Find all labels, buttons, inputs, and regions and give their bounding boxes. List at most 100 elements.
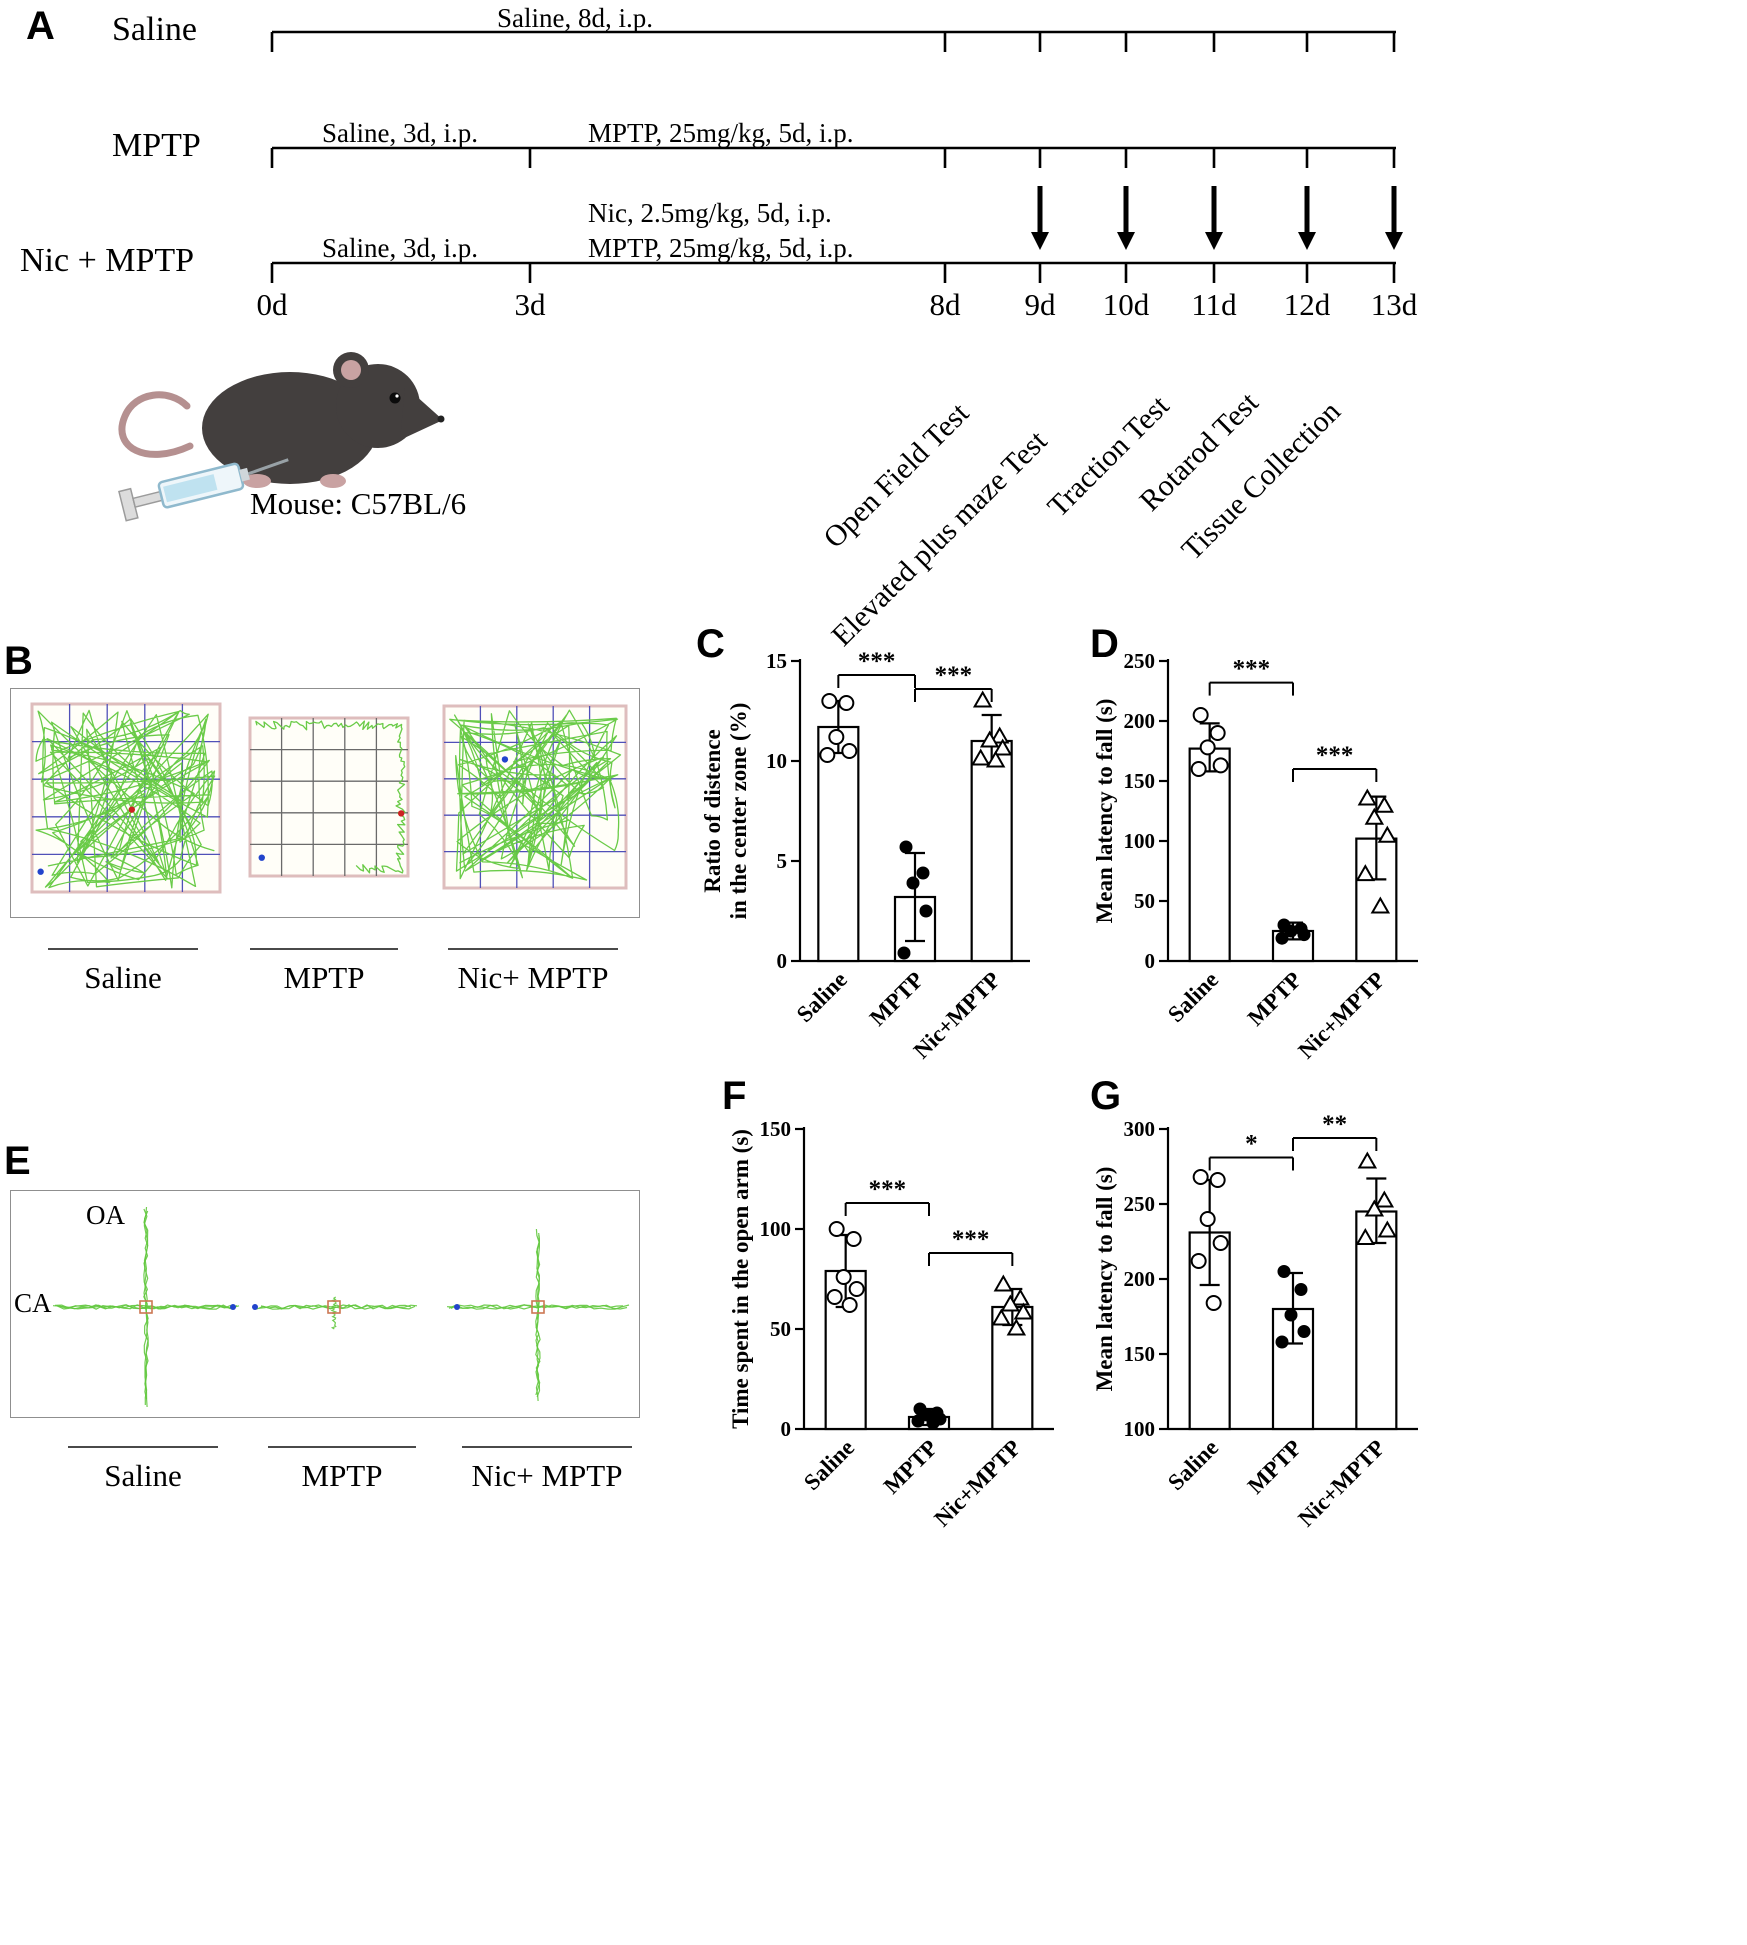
timeline-text-mptp-1: MPTP, 25mg/kg, 5d, i.p.: [588, 118, 854, 148]
timeline-diagram: [270, 30, 1403, 283]
svg-text:MPTP: MPTP: [1243, 967, 1307, 1031]
timeline-text-nic: Nic, 2.5mg/kg, 5d, i.p.: [588, 198, 832, 228]
svg-text:200: 200: [1124, 1267, 1156, 1291]
svg-text:50: 50: [770, 1317, 791, 1341]
open-field-trace-mptp: [248, 716, 410, 878]
mouse-foot-back: [243, 474, 271, 488]
open-field-caption-mptp: MPTP: [250, 948, 398, 996]
svg-text:**: **: [1322, 1111, 1347, 1138]
chart-rotarod-latency: 100 150 200 250 300 Mean latency to fall (s) *…: [1092, 1111, 1418, 1531]
mouse-body: [202, 372, 378, 484]
svg-text:Mean latency to fall (s): Mean latency to fall (s): [1092, 1167, 1117, 1392]
svg-text:15: 15: [766, 649, 787, 673]
svg-text:*: *: [1245, 1131, 1258, 1158]
svg-text:MPTP: MPTP: [1243, 1435, 1307, 1499]
open-field-trace-nic-mptp: [442, 704, 628, 890]
day-label-11d: 11d: [1191, 287, 1237, 322]
mouse-eye: [389, 392, 401, 404]
day-label-12d: 12d: [1283, 287, 1331, 322]
day-label-9d: 9d: [1024, 287, 1056, 322]
svg-text:200: 200: [1124, 709, 1156, 733]
day-label-10d: 10d: [1102, 287, 1150, 322]
panel-e-label: E: [4, 1139, 31, 1183]
maze-caption-nic-mptp: Nic+ MPTP: [462, 1446, 632, 1494]
svg-text:100: 100: [1124, 1417, 1156, 1441]
svg-text:5: 5: [777, 849, 788, 873]
open-field-caption-saline: Saline: [48, 948, 198, 996]
timeline-group-saline: Saline: [112, 11, 197, 48]
maze-trace-mptp: [252, 1296, 418, 1330]
timeline-text-mptp-2: MPTP, 25mg/kg, 5d, i.p.: [588, 233, 854, 263]
svg-text:Time spent in the open arm (s): Time spent in the open arm (s): [728, 1129, 753, 1429]
svg-text:250: 250: [1124, 649, 1156, 673]
svg-text:100: 100: [1124, 829, 1156, 853]
open-field-trace-saline: [30, 702, 222, 894]
svg-text:0: 0: [1145, 949, 1156, 973]
mouse-ear-inner: [341, 360, 361, 380]
day-label-13d: 13d: [1370, 287, 1418, 322]
panel-a-label: A: [26, 4, 55, 48]
mouse-foot-front: [320, 474, 346, 488]
panel-f-label: F: [722, 1074, 747, 1118]
day-label-3d: 3d: [514, 287, 546, 322]
syringe-icon: [118, 458, 289, 522]
svg-text:Saline: Saline: [792, 967, 852, 1027]
svg-text:50: 50: [1134, 889, 1155, 913]
maze-caption-saline: Saline: [68, 1446, 218, 1494]
svg-text:Saline: Saline: [1163, 1435, 1223, 1495]
timeline-group-mptp: MPTP: [112, 127, 201, 164]
svg-text:Mean latency to fall (s): Mean latency to fall (s): [1092, 699, 1117, 924]
maze-trace-saline: [52, 1206, 240, 1408]
mouse-caption: Mouse: C57BL/6: [250, 486, 467, 521]
svg-text:0: 0: [781, 1417, 792, 1441]
chart-center-zone-distance: 0 5 10 15 Ratio of distence in the center zon…: [700, 648, 1030, 1063]
mouse-snout: [400, 386, 443, 440]
maze-caption-mptp: MPTP: [268, 1446, 416, 1494]
svg-text:***: ***: [869, 1176, 907, 1203]
svg-text:Saline: Saline: [1163, 967, 1223, 1027]
svg-text:Nic+MPTP: Nic+MPTP: [1293, 967, 1389, 1063]
chart-traction-latency: 0 50 100 150 200 250 Mean latency to fall (s) *…: [1092, 649, 1418, 1063]
svg-text:***: ***: [935, 662, 973, 689]
maze-trace-nic-mptp: [446, 1228, 630, 1402]
svg-text:Ratio of distence: Ratio of distence: [700, 729, 725, 893]
day-label-0d: 0d: [256, 287, 288, 322]
plus-maze-traces-box: [10, 1190, 640, 1418]
svg-text:Nic+MPTP: Nic+MPTP: [929, 1435, 1025, 1531]
svg-text:0: 0: [777, 949, 788, 973]
closed-arm-label: CA: [14, 1288, 52, 1318]
timeline-group-nic-mptp: Nic + MPTP: [20, 242, 195, 279]
svg-text:10: 10: [766, 749, 787, 773]
svg-text:150: 150: [760, 1117, 792, 1141]
chart-open-arm-time: 0 50 100 150 Time spent in the open arm (s) *…: [728, 1117, 1054, 1531]
panel-c-label: C: [696, 622, 725, 666]
mouse-illustration: [118, 352, 445, 522]
svg-text:Saline: Saline: [799, 1435, 859, 1495]
day-label-8d: 8d: [929, 287, 961, 322]
svg-text:100: 100: [760, 1217, 792, 1241]
mouse-tail: [118, 391, 194, 458]
panel-g-label: G: [1090, 1074, 1122, 1118]
svg-text:MPTP: MPTP: [879, 1435, 943, 1499]
svg-text:***: ***: [858, 648, 896, 675]
svg-text:***: ***: [1316, 742, 1354, 769]
open-arm-label: OA: [86, 1200, 125, 1230]
mouse-nose: [437, 415, 445, 423]
svg-text:MPTP: MPTP: [865, 967, 929, 1031]
svg-text:300: 300: [1124, 1117, 1156, 1141]
timeline-text-saline-8d: Saline, 8d, i.p.: [497, 3, 653, 33]
timeline-text-saline-3d-1: Saline, 3d, i.p.: [322, 118, 478, 148]
panel-d-label: D: [1090, 622, 1119, 666]
svg-text:150: 150: [1124, 1342, 1156, 1366]
open-field-traces-box: [10, 688, 640, 918]
open-field-caption-nic-mptp: Nic+ MPTP: [448, 948, 618, 996]
svg-text:250: 250: [1124, 1192, 1156, 1216]
svg-text:Nic+MPTP: Nic+MPTP: [1293, 1435, 1389, 1531]
svg-text:***: ***: [952, 1226, 990, 1253]
mouse-eye-highlight: [395, 394, 399, 398]
panel-b-label: B: [4, 639, 33, 683]
timeline-text-saline-3d-2: Saline, 3d, i.p.: [322, 233, 478, 263]
svg-text:***: ***: [1233, 656, 1271, 683]
svg-text:150: 150: [1124, 769, 1156, 793]
